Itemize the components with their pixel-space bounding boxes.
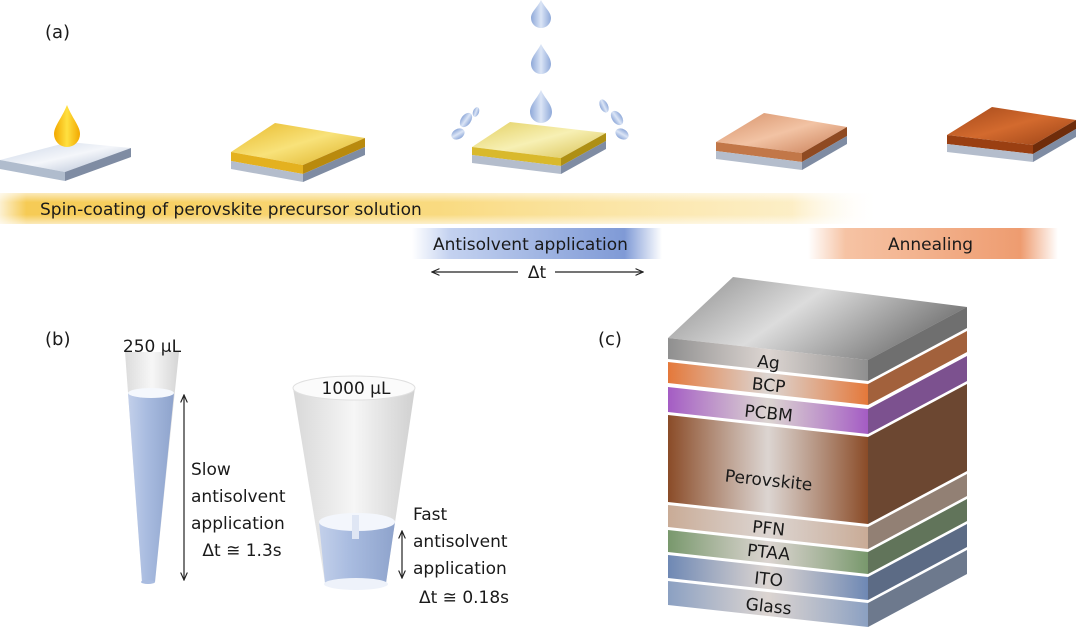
pipette-tip-1000 xyxy=(292,375,416,590)
layer-side-ptaa xyxy=(868,499,967,574)
pipette-tip-250 xyxy=(125,352,179,584)
layer-side-shade xyxy=(868,384,967,524)
layer-side-pcbm xyxy=(868,356,967,434)
spin-coating-bar: Spin-coating of perovskite precursor sol… xyxy=(0,193,880,224)
delta-t-label: Δt xyxy=(528,263,547,283)
substrate-annealed-film xyxy=(947,107,1076,162)
layer-front-ito xyxy=(668,555,868,600)
annealing-bar: Annealing xyxy=(808,228,1058,259)
layer-front-bcp xyxy=(668,362,868,405)
large-pipette-label: 1000 μL xyxy=(322,379,391,399)
layer-side-shade xyxy=(868,356,967,434)
delta-t-arrow: Δt xyxy=(432,263,643,283)
slow-description: Slow antisolvent application Δt ≅ 1.3s xyxy=(191,460,286,561)
svg-text:antisolvent: antisolvent xyxy=(191,487,286,507)
layer-side-shade xyxy=(868,524,967,600)
layer-front-perovskite xyxy=(668,415,868,524)
layer-front-ag xyxy=(668,338,868,381)
svg-text:application: application xyxy=(413,559,507,579)
layer-side-ito xyxy=(868,524,967,600)
layer-label-pcbm: PCBM xyxy=(743,402,793,427)
layer-label-ag: Ag xyxy=(756,352,780,374)
panel-c-label: (c) xyxy=(598,329,622,350)
svg-text:Slow: Slow xyxy=(191,460,231,480)
substrate-bare xyxy=(0,142,131,181)
layer-front-pcbm xyxy=(668,387,868,434)
layer-front-glass xyxy=(668,581,868,627)
layer-side-pfn xyxy=(868,474,967,549)
layer-label-pfn: PFN xyxy=(751,517,786,540)
antisolvent-bar: Antisolvent application xyxy=(412,228,662,259)
svg-text:Δt ≅ 0.18s: Δt ≅ 0.18s xyxy=(419,588,509,608)
layer-side-glass xyxy=(868,550,967,627)
layer-label-bcp: BCP xyxy=(751,374,786,397)
svg-text:application: application xyxy=(191,514,285,534)
svg-text:Fast: Fast xyxy=(413,505,447,525)
substrate-intermediate-film xyxy=(716,113,847,170)
precursor-drop-icon xyxy=(54,105,80,147)
layer-side-ag xyxy=(868,307,967,381)
panel-a-label: (a) xyxy=(45,22,70,43)
fast-description: Fast antisolvent application Δt ≅ 0.18s xyxy=(413,505,509,608)
layer-label-ptaa: PTAA xyxy=(746,541,791,565)
antisolvent-label: Antisolvent application xyxy=(433,235,628,255)
layer-side-shade xyxy=(868,474,967,549)
layer-side-shade xyxy=(868,307,967,381)
layer-side-bcp xyxy=(868,331,967,405)
device-top-face xyxy=(668,277,967,360)
antisolvent-drops-icon xyxy=(451,0,629,140)
layer-side-shade xyxy=(868,550,967,627)
svg-text:antisolvent: antisolvent xyxy=(413,532,508,552)
svg-text:Δt ≅ 1.3s: Δt ≅ 1.3s xyxy=(202,541,281,561)
annealing-label: Annealing xyxy=(888,235,973,255)
substrate-yellow-film xyxy=(231,123,365,182)
small-pipette-label: 250 μL xyxy=(123,337,182,357)
layer-label-ito: ITO xyxy=(753,569,784,592)
layer-side-perovskite xyxy=(868,384,967,524)
substrate-antisolvent xyxy=(472,122,606,174)
layer-front-pfn xyxy=(668,505,868,549)
layer-label-glass: Glass xyxy=(745,595,793,620)
spin-coating-label: Spin-coating of perovskite precursor sol… xyxy=(40,200,422,220)
layer-front-ptaa xyxy=(668,530,868,574)
layer-side-shade xyxy=(868,499,967,574)
layer-side-shade xyxy=(868,331,967,405)
panel-b-label: (b) xyxy=(45,329,70,350)
